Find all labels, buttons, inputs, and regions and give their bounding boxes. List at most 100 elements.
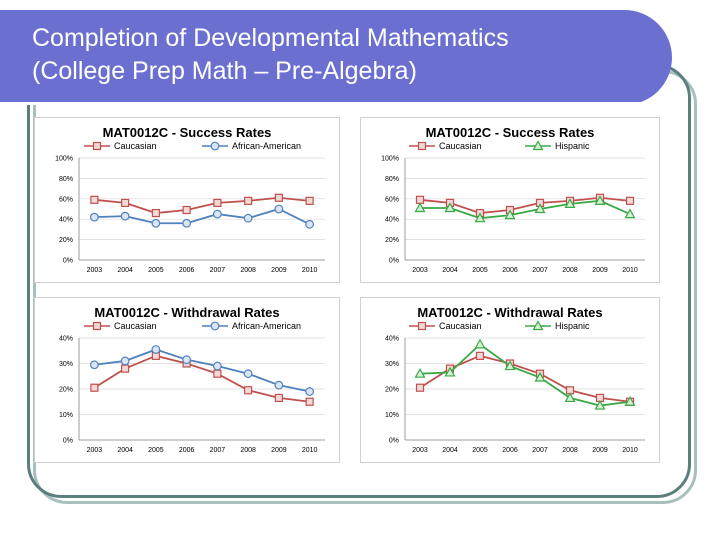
data-point xyxy=(212,361,222,371)
legend-label: African-American xyxy=(232,321,301,331)
series-caucasian xyxy=(90,351,314,406)
data-point xyxy=(414,367,426,378)
x-tick-label: 2006 xyxy=(179,267,195,274)
x-tick-label: 2006 xyxy=(502,267,518,274)
legend-label: Caucasian xyxy=(439,141,482,151)
series-line xyxy=(419,343,631,407)
data-point xyxy=(624,396,636,406)
data-point xyxy=(182,355,192,365)
series-african-american xyxy=(89,345,315,396)
y-tick-label: 0% xyxy=(389,258,399,265)
y-tick-label: 80% xyxy=(385,176,399,183)
data-point xyxy=(305,387,315,396)
data-point xyxy=(243,369,253,379)
series-line xyxy=(419,196,631,214)
y-tick-label: 60% xyxy=(59,196,73,203)
chart-title: MAT0012C - Success Rates xyxy=(103,125,272,140)
series-line xyxy=(419,354,631,403)
legend-item-hispanic: Hispanic xyxy=(525,140,590,151)
data-point xyxy=(305,219,315,229)
y-tick-label: 80% xyxy=(59,176,73,183)
data-point xyxy=(274,193,283,202)
data-point xyxy=(624,208,636,219)
data-point xyxy=(475,351,485,360)
series-line xyxy=(93,354,310,403)
data-point xyxy=(244,196,253,205)
legend-marker xyxy=(417,141,427,151)
x-tick-label: 2008 xyxy=(240,447,256,454)
slide-title: Completion of Developmental Mathematics … xyxy=(32,22,632,88)
data-point xyxy=(414,202,426,213)
legend-marker xyxy=(417,321,427,331)
x-tick-label: 2008 xyxy=(240,267,256,274)
x-tick-label: 2010 xyxy=(622,447,638,454)
data-point xyxy=(89,212,99,222)
x-tick-label: 2009 xyxy=(271,447,287,454)
data-point xyxy=(121,198,130,207)
legend-marker xyxy=(210,321,220,331)
series-caucasian xyxy=(415,351,635,406)
series-caucasian xyxy=(90,193,314,218)
data-point xyxy=(89,360,99,370)
legend-item-hispanic: Hispanic xyxy=(525,320,590,331)
legend-item-caucasian: Caucasian xyxy=(84,321,157,331)
legend-label: Hispanic xyxy=(555,141,590,151)
data-point xyxy=(213,369,222,378)
chart-withdrawal-african-american: MAT0012C - Withdrawal Rates Caucasian Afri… xyxy=(34,297,340,463)
chart-title: MAT0012C - Withdrawal Rates xyxy=(94,305,279,320)
data-point xyxy=(243,213,253,223)
chart-title: MAT0012C - Withdrawal Rates xyxy=(417,305,602,320)
y-tick-label: 20% xyxy=(59,237,73,244)
x-tick-label: 2005 xyxy=(472,267,488,274)
x-tick-label: 2007 xyxy=(532,447,548,454)
x-tick-label: 2006 xyxy=(179,447,195,454)
x-tick-label: 2004 xyxy=(117,267,133,274)
y-tick-label: 30% xyxy=(59,361,73,368)
data-point xyxy=(305,397,314,406)
chart-success-hispanic: MAT0012C - Success Rates Caucasian Hispani… xyxy=(360,117,660,283)
series-african-american xyxy=(89,204,315,229)
data-point xyxy=(594,399,606,410)
legend-item-african-american: African-American xyxy=(202,321,301,331)
data-point xyxy=(213,198,222,207)
y-tick-label: 10% xyxy=(385,412,399,419)
series-hispanic xyxy=(414,338,636,410)
legend-item-caucasian: Caucasian xyxy=(409,321,482,331)
y-tick-label: 0% xyxy=(63,258,73,265)
x-tick-label: 2008 xyxy=(562,447,578,454)
legend-label: African-American xyxy=(232,141,301,151)
data-point xyxy=(90,383,99,392)
chart-title: MAT0012C - Success Rates xyxy=(426,125,595,140)
data-point xyxy=(274,204,284,214)
y-tick-label: 20% xyxy=(385,387,399,394)
title-underline xyxy=(0,102,665,105)
x-tick-label: 2009 xyxy=(271,267,287,274)
y-tick-label: 40% xyxy=(385,217,399,224)
legend-label: Hispanic xyxy=(555,321,590,331)
data-point xyxy=(121,364,130,373)
slide-title-line-2: (College Prep Math – Pre-Algebra) xyxy=(32,57,417,85)
chart-withdrawal-hispanic: MAT0012C - Withdrawal Rates Caucasian Hisp… xyxy=(360,297,660,463)
data-point xyxy=(564,392,576,403)
data-point xyxy=(244,386,253,395)
x-tick-label: 2006 xyxy=(502,447,518,454)
data-point xyxy=(474,212,486,223)
x-tick-label: 2005 xyxy=(148,447,164,454)
legend-marker xyxy=(532,320,544,331)
data-point xyxy=(564,198,576,209)
data-point xyxy=(594,195,606,205)
legend-marker xyxy=(92,141,102,151)
data-point xyxy=(90,195,99,204)
x-tick-label: 2004 xyxy=(117,447,133,454)
data-point xyxy=(120,356,130,366)
y-tick-label: 100% xyxy=(381,156,399,163)
x-tick-label: 2005 xyxy=(472,447,488,454)
x-tick-label: 2010 xyxy=(302,267,318,274)
y-tick-label: 40% xyxy=(59,217,73,224)
x-tick-label: 2003 xyxy=(87,267,103,274)
legend-label: Caucasian xyxy=(114,141,157,151)
x-tick-label: 2007 xyxy=(210,447,226,454)
legend-marker xyxy=(532,140,544,151)
data-point xyxy=(534,203,546,214)
